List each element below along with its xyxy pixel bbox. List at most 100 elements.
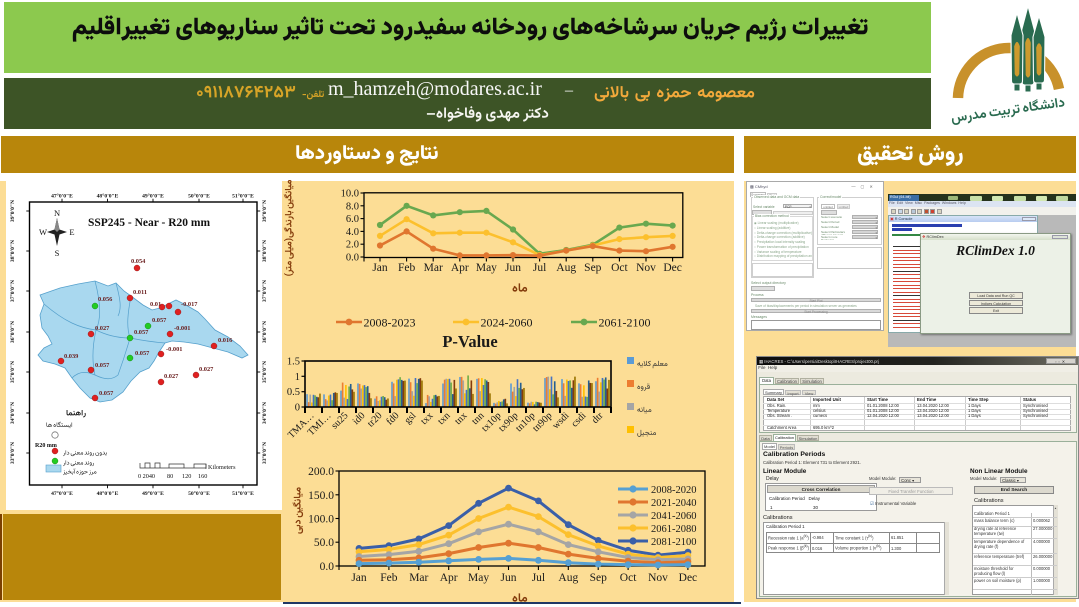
svg-text:-0.001: -0.001 [166,346,183,353]
svg-text:35°0'0"N: 35°0'0"N [9,361,16,383]
svg-text:2024-2060: 2024-2060 [481,316,533,330]
svg-text:Aug: Aug [558,572,578,584]
svg-text:0.057: 0.057 [152,317,167,324]
svg-text:2061-2080: 2061-2080 [651,524,697,535]
svg-text:0.039: 0.039 [64,353,78,360]
svg-text:100.0: 100.0 [308,514,334,526]
svg-text:0.027: 0.027 [95,325,110,332]
svg-text:33°0'0"N: 33°0'0"N [9,442,16,464]
svg-text:2081-2100: 2081-2100 [651,537,697,548]
svg-text:Dec: Dec [679,572,698,584]
svg-text:1.5: 1.5 [287,357,300,368]
svg-text:37°0'0"N: 37°0'0"N [261,280,268,302]
svg-text:N: N [54,208,60,218]
svg-text:8.0: 8.0 [346,201,359,212]
svg-text:0.057: 0.057 [95,362,110,369]
svg-text:36°0'0"N: 36°0'0"N [261,321,268,343]
svg-text:May: May [468,572,489,584]
svg-text:80: 80 [167,473,173,480]
svg-text:0.057: 0.057 [134,329,149,336]
svg-text:0.5: 0.5 [287,387,300,398]
svg-text:39°0'0"N: 39°0'0"N [261,200,268,222]
svg-text:33°0'0"N: 33°0'0"N [261,442,268,464]
svg-text:Aug: Aug [556,262,576,274]
svg-text:Feb: Feb [398,262,416,274]
svg-text:160: 160 [198,473,207,480]
svg-text:2021-2040: 2021-2040 [651,498,697,509]
svg-text:200.0: 200.0 [308,466,334,478]
svg-text:38°0'0"N: 38°0'0"N [261,240,268,262]
svg-text:Jun: Jun [505,262,521,274]
svg-text:Dec: Dec [663,262,682,274]
svg-text:0.057: 0.057 [99,390,114,397]
svg-text:Feb: Feb [380,572,398,584]
svg-text:2041-2060: 2041-2060 [651,511,697,522]
svg-text:Nov: Nov [636,262,656,274]
svg-text:1: 1 [295,372,300,383]
svg-text:Mar: Mar [409,572,428,584]
svg-text:May: May [476,262,497,274]
svg-text:Kilometers: Kilometers [208,464,236,471]
svg-text:37°0'0"N: 37°0'0"N [9,280,16,302]
svg-text:Sep: Sep [584,262,602,274]
svg-text:0: 0 [295,403,300,414]
svg-text:R20 mm: R20 mm [35,443,57,449]
svg-text:0.0: 0.0 [346,253,359,264]
svg-text:Apr: Apr [451,262,469,274]
svg-text:0.016: 0.016 [218,337,233,344]
svg-text:SSP245 - Near - R20 mm: SSP245 - Near - R20 mm [88,217,211,229]
svg-text:Jul: Jul [532,572,545,584]
svg-text:0.027: 0.027 [199,366,214,373]
svg-text:51°0'0"E: 51°0'0"E [232,193,254,200]
svg-text:P-Value: P-Value [442,332,497,351]
svg-text:-0.001: -0.001 [174,325,191,332]
svg-text:51°0'0"E: 51°0'0"E [232,490,254,497]
svg-text:0.027: 0.027 [164,373,179,380]
svg-text:2008-2020: 2008-2020 [651,485,697,496]
svg-text:47°0'0"E: 47°0'0"E [51,193,73,200]
svg-text:-0.017: -0.017 [181,301,198,308]
svg-text:2.0: 2.0 [346,240,359,251]
svg-text:36°0'0"N: 36°0'0"N [9,321,16,343]
svg-text:10.0: 10.0 [341,189,359,200]
svg-text:Oct: Oct [611,262,628,274]
svg-text:48°0'0"E: 48°0'0"E [97,193,119,200]
svg-text:6.0: 6.0 [346,214,359,225]
svg-text:150.0: 150.0 [308,490,334,502]
svg-text:0 2040: 0 2040 [138,473,155,480]
svg-text:0.056: 0.056 [98,296,113,303]
svg-text:47°0'0"E: 47°0'0"E [51,490,73,497]
svg-text:Sep: Sep [590,572,608,584]
svg-text:Jun: Jun [501,572,517,584]
svg-text:34°0'0"N: 34°0'0"N [9,402,16,424]
svg-text:48°0'0"E: 48°0'0"E [97,490,119,497]
svg-text:2061-2100: 2061-2100 [599,316,651,330]
svg-text:Oct: Oct [620,572,637,584]
svg-text:35°0'0"N: 35°0'0"N [261,361,268,383]
svg-text:2008-2023: 2008-2023 [364,316,416,330]
svg-text:Jan: Jan [351,572,367,584]
svg-text:49°0'0"E: 49°0'0"E [142,490,164,497]
svg-text:W: W [39,227,47,237]
svg-text:34°0'0"N: 34°0'0"N [261,402,268,424]
svg-text:0.0: 0.0 [320,561,335,573]
svg-text:120: 120 [182,473,191,480]
svg-text:E: E [69,227,74,237]
svg-text:50°0'0"E: 50°0'0"E [188,193,210,200]
svg-text:50.0: 50.0 [314,537,334,549]
svg-text:Mar: Mar [424,262,443,274]
svg-text:S: S [55,248,60,258]
svg-text:49°0'0"E: 49°0'0"E [142,193,164,200]
svg-text:4.0: 4.0 [346,227,359,238]
svg-text:0.01: 0.01 [150,301,161,308]
svg-text:50°0'0"E: 50°0'0"E [188,490,210,497]
svg-text:Apr: Apr [440,572,458,584]
svg-text:0.054: 0.054 [131,258,146,265]
svg-text:Nov: Nov [648,572,668,584]
svg-text:0.057: 0.057 [135,350,150,357]
svg-text:Jan: Jan [372,262,388,274]
svg-text:0.011: 0.011 [133,289,147,296]
svg-text:Jul: Jul [533,262,546,274]
svg-text:39°0'0"N: 39°0'0"N [9,200,16,222]
svg-text:38°0'0"N: 38°0'0"N [9,240,16,262]
